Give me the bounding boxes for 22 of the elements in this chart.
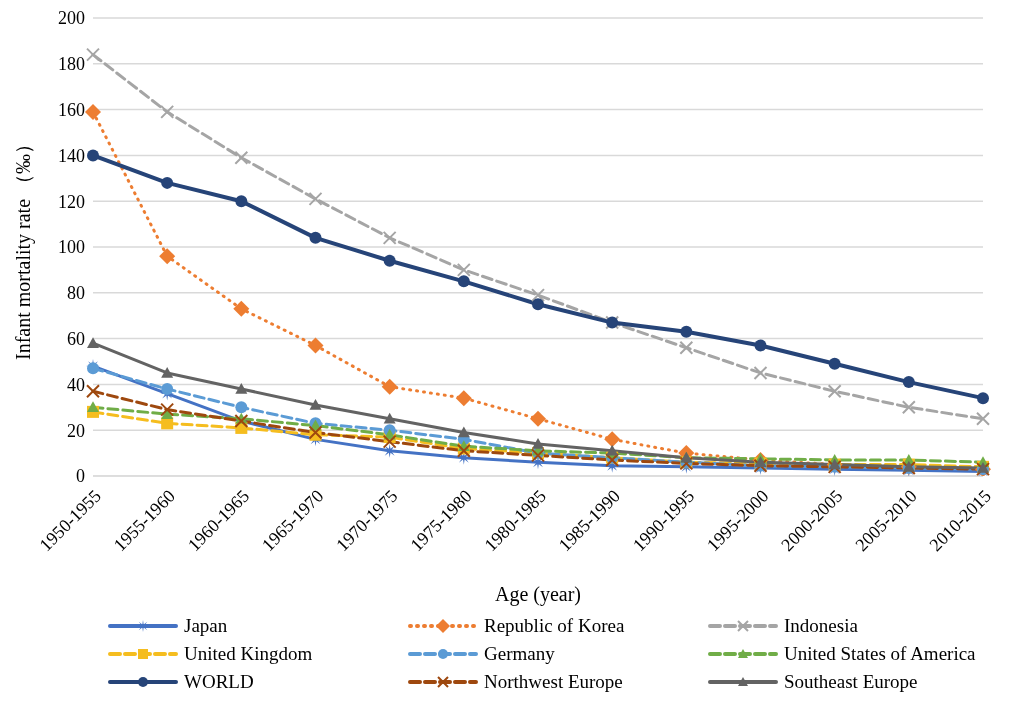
y-tick-label: 120 (58, 191, 85, 212)
legend-label: Japan (184, 615, 228, 637)
y-tick-label: 60 (67, 328, 85, 349)
legend-label: United Kingdom (184, 643, 313, 665)
y-tick-label: 180 (58, 54, 85, 75)
y-tick-label: 140 (58, 145, 85, 166)
legend-label: Indonesia (784, 615, 858, 637)
legend-label: Republic of Korea (484, 615, 625, 637)
y-tick-label: 100 (58, 237, 85, 258)
legend-label: WORLD (184, 671, 254, 693)
legend-label: Germany (484, 643, 555, 665)
y-axis-title: Infant mortality rate （‰） (12, 133, 36, 361)
legend-label: Southeast Europe (784, 671, 918, 693)
y-tick-label: 160 (58, 99, 85, 120)
y-tick-label: 200 (58, 8, 85, 29)
y-tick-label: 20 (67, 420, 85, 441)
legend-label: Northwest Europe (484, 671, 623, 693)
legend-label: United States of America (784, 643, 976, 665)
y-tick-label: 80 (67, 283, 85, 304)
y-tick-label: 0 (76, 466, 85, 487)
x-axis-title: Age (year) (494, 583, 582, 606)
y-tick-label: 40 (67, 374, 85, 395)
